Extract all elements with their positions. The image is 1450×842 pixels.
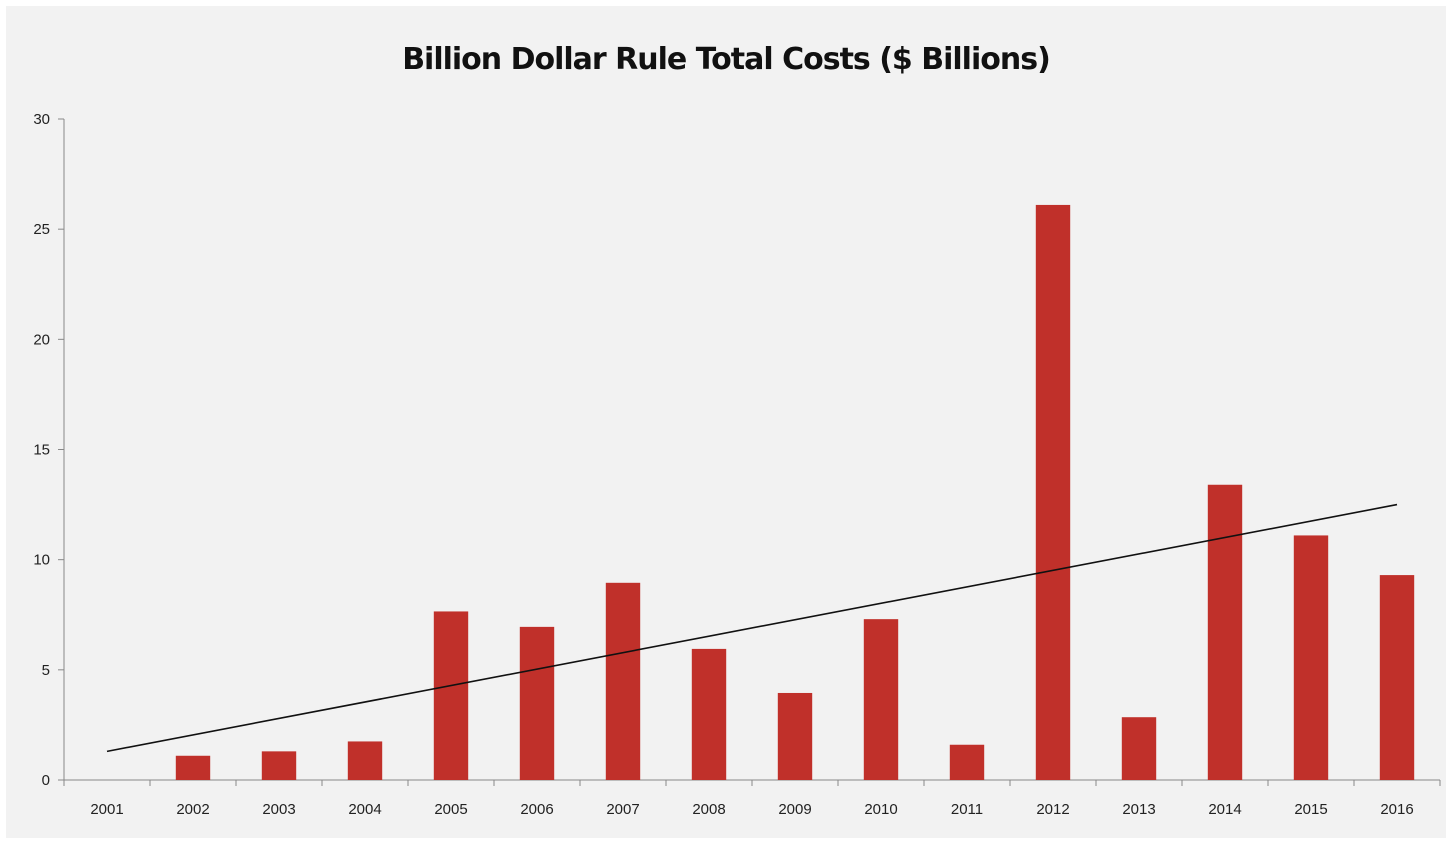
chart-title: Billion Dollar Rule Total Costs ($ Billi… — [402, 42, 1051, 77]
bar-2007 — [605, 582, 641, 780]
bar-2010 — [863, 619, 899, 780]
bar-2006 — [519, 626, 555, 780]
y-tick-label: 25 — [33, 221, 50, 238]
bar-2014 — [1207, 484, 1243, 780]
bar-2011 — [949, 744, 985, 780]
bar-2016 — [1379, 575, 1415, 780]
x-tick-label: 2002 — [176, 801, 209, 818]
x-tick-label: 2003 — [262, 801, 295, 818]
x-tick-label: 2013 — [1122, 801, 1155, 818]
bar-2002 — [175, 755, 211, 780]
x-tick-label: 2006 — [520, 801, 553, 818]
y-tick-label: 0 — [42, 772, 50, 789]
x-tick-label: 2011 — [951, 801, 983, 818]
x-tick-label: 2005 — [434, 801, 467, 818]
trendline — [106, 503, 1398, 753]
x-tick-label: 2004 — [348, 801, 381, 818]
bar-2004 — [347, 741, 383, 780]
x-tick-label: 2015 — [1294, 801, 1327, 818]
x-tick-label: 2014 — [1208, 801, 1241, 818]
x-tick-label: 2012 — [1036, 801, 1069, 818]
x-tick-label: 2007 — [606, 801, 639, 818]
chart-plot: 0 5 10 15 20 25 30 2001 2002 2003 2004 2005 2006 2007… — [33, 111, 1441, 818]
bar-2008 — [691, 648, 727, 780]
y-tick-label: 5 — [42, 662, 50, 679]
x-tick-label: 2008 — [692, 801, 725, 818]
y-tick-label: 10 — [33, 552, 50, 569]
y-tick-label: 20 — [33, 331, 50, 348]
y-tick-label: 30 — [33, 111, 50, 128]
x-tick-label: 2010 — [864, 801, 897, 818]
x-tick-label: 2009 — [778, 801, 811, 818]
bar-2012 — [1035, 204, 1071, 780]
bar-2009 — [777, 692, 813, 780]
bar-2015 — [1293, 535, 1329, 780]
bar-2013 — [1121, 717, 1157, 780]
x-tick-label: 2001 — [90, 801, 123, 818]
chart-area: Billion Dollar Rule Total Costs ($ Billi… — [6, 6, 1446, 838]
x-tick-label: 2016 — [1380, 801, 1413, 818]
y-tick-label: 15 — [33, 442, 50, 459]
bar-2005 — [433, 611, 469, 780]
bar-2003 — [261, 751, 297, 780]
